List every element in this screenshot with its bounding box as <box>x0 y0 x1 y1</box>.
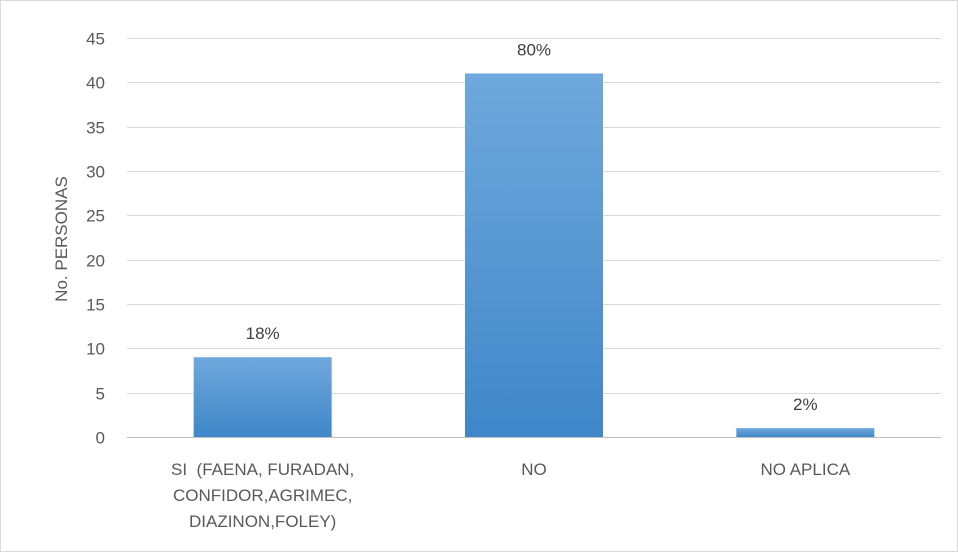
bar <box>736 428 875 437</box>
y-tick-label: 15 <box>86 296 105 315</box>
bars <box>193 73 875 437</box>
labels: 0 5 10 15 20 25 30 35 40 45 18% SI (FAENA, FURADAN,… <box>86 30 851 532</box>
y-axis-title: No. PERSONAS <box>52 176 71 302</box>
x-category-label: SI (FAENA, FURADAN, <box>171 460 354 479</box>
y-tick-label: 45 <box>86 30 105 49</box>
data-label: 80% <box>517 40 551 59</box>
y-tick-label: 20 <box>86 252 105 271</box>
y-tick-label: 0 <box>96 429 105 448</box>
y-tick-label: 5 <box>96 385 105 404</box>
bar <box>465 73 603 437</box>
data-label: 18% <box>246 324 280 343</box>
x-category-label: NO <box>521 460 547 479</box>
y-tick-label: 30 <box>86 163 105 182</box>
bar <box>193 357 332 437</box>
y-tick-label: 40 <box>86 74 105 93</box>
x-category-label: DIAZINON,FOLEY) <box>189 512 336 531</box>
y-tick-label: 10 <box>86 340 105 359</box>
x-category-label: CONFIDOR,AGRIMEC, <box>173 486 352 505</box>
data-label: 2% <box>793 395 818 414</box>
y-tick-label: 35 <box>86 119 105 138</box>
x-category-label: NO APLICA <box>760 460 850 479</box>
y-tick-label: 25 <box>86 207 105 226</box>
